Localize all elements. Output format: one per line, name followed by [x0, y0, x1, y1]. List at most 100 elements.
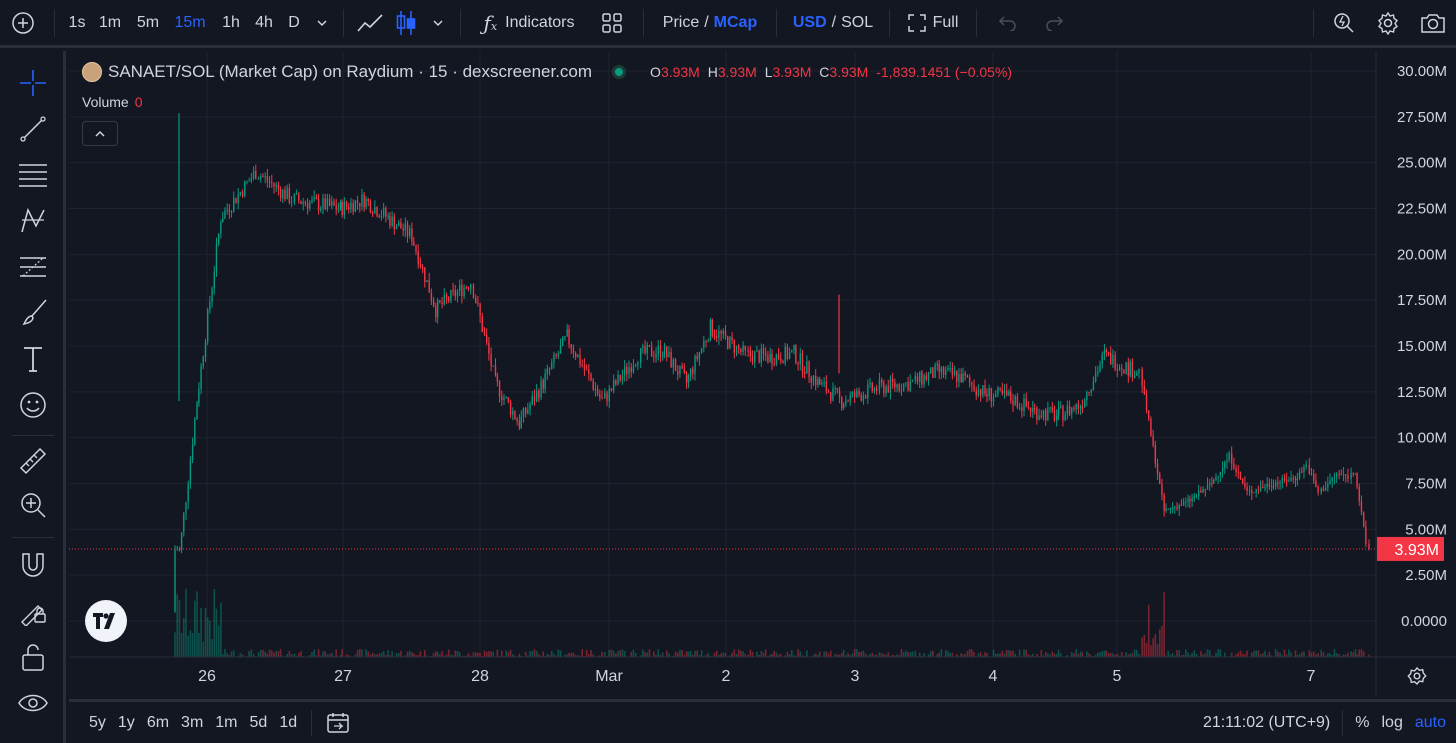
candle-body [202, 357, 204, 366]
candle-body [623, 366, 626, 376]
fullscreen-button[interactable]: Full [898, 0, 968, 47]
lock-drawing-icon[interactable] [0, 589, 66, 633]
symbol-title[interactable]: SANAET/SOL (Market Cap) on Raydium · 15 … [108, 62, 593, 81]
volume-bar [1161, 625, 1163, 657]
indicators-button[interactable]: ƒx Indicators [469, 0, 589, 47]
candle-body [1233, 463, 1235, 469]
candle-body [733, 340, 735, 353]
volume-bar [921, 655, 923, 657]
range-1d[interactable]: 1d [279, 713, 298, 731]
currency-toggle[interactable]: USD / SOL [785, 0, 881, 47]
interval-1m[interactable]: 1m [98, 13, 122, 31]
candle-body [217, 233, 220, 244]
auto-toggle[interactable]: auto [1414, 713, 1446, 731]
line-chart-icon[interactable] [352, 0, 388, 47]
volume-bar [335, 649, 337, 657]
gear-icon[interactable] [1366, 0, 1410, 47]
ruler-icon[interactable] [0, 439, 66, 483]
interval-5m[interactable]: 5m [136, 13, 160, 31]
candle-body [716, 336, 718, 338]
candle-body [439, 300, 441, 303]
layout-grid-icon[interactable] [589, 0, 635, 47]
candle-body [1064, 414, 1066, 421]
candle-body [421, 266, 424, 268]
price-axis[interactable]: 30.00M 27.50M 25.00M 22.50M 20.00M 17.50M 15.0… [1377, 63, 1447, 630]
candle-body [1101, 354, 1103, 365]
candle-body [264, 176, 266, 178]
candle-body [729, 336, 731, 349]
settings-icon[interactable] [1407, 666, 1427, 686]
volume-bar [1105, 650, 1108, 657]
candle-body [361, 194, 363, 207]
volume-bar [474, 652, 477, 657]
pattern-icon[interactable] [0, 199, 66, 243]
interval-15m[interactable]: 15m [174, 13, 206, 31]
range-3m[interactable]: 3m [181, 713, 204, 731]
volume-bar [400, 650, 402, 657]
volume-bar [1187, 652, 1189, 657]
undo-icon[interactable] [985, 0, 1031, 47]
price-chart[interactable]: 30.00M27.50M25.00M22.50M20.00M17.50M15.0… [69, 51, 1456, 696]
tradingview-logo[interactable] [85, 600, 127, 642]
price-mcap-toggle[interactable]: Price / MCap [652, 0, 768, 47]
interval-1s[interactable]: 1s [68, 13, 86, 31]
candle-body [1068, 405, 1071, 415]
unlock-icon[interactable] [0, 635, 66, 679]
range-5d[interactable]: 5d [249, 713, 268, 731]
brush-icon[interactable] [0, 291, 66, 335]
candle-body [568, 329, 570, 345]
prediction-icon[interactable] [0, 245, 66, 289]
candle-body [1038, 415, 1040, 420]
chevron-down-icon[interactable] [309, 0, 335, 47]
horizontal-lines-icon[interactable] [0, 153, 66, 197]
volume-bar [1075, 649, 1077, 657]
redo-icon[interactable] [1031, 0, 1077, 47]
divider [12, 537, 54, 538]
zoom-in-icon[interactable] [0, 483, 66, 527]
crosshair-icon[interactable] [0, 61, 66, 105]
clock-label[interactable]: 21:11:02 (UTC+9) [1202, 713, 1331, 731]
function-icon: ƒx [483, 10, 498, 35]
volume-bar [500, 650, 503, 657]
candle-body [724, 330, 727, 337]
candle-body [1131, 361, 1134, 378]
usd-label: USD [792, 13, 827, 31]
quick-search-icon[interactable] [1322, 0, 1366, 47]
candle-body [209, 302, 211, 311]
volume-bar [1171, 653, 1174, 657]
interval-4h[interactable]: 4h [255, 13, 273, 31]
percent-toggle[interactable]: % [1355, 713, 1370, 731]
magnet-icon[interactable] [0, 543, 66, 587]
volume-bar [838, 654, 841, 657]
close-value: 3.93M [829, 64, 869, 80]
collapse-legend-button[interactable] [82, 121, 118, 146]
add-symbol-icon[interactable] [0, 0, 46, 47]
candle-body [1053, 410, 1056, 421]
price-tick-label: 22.50M [1397, 201, 1447, 218]
calendar-icon[interactable] [320, 703, 356, 743]
range-1m[interactable]: 1m [215, 713, 238, 731]
eye-icon[interactable] [0, 681, 66, 725]
time-axis[interactable]: 26 27 28 Mar 2 3 4 5 7 [198, 668, 1315, 685]
volume-bar [572, 652, 575, 657]
range-6m[interactable]: 6m [146, 713, 170, 731]
chevron-down-icon[interactable] [424, 0, 452, 47]
volume-bar [1259, 654, 1262, 657]
log-toggle[interactable]: log [1381, 713, 1403, 731]
range-5y[interactable]: 5y [89, 713, 106, 731]
candle-body [507, 397, 510, 402]
volume-bar [1204, 653, 1207, 657]
emoji-icon[interactable] [0, 383, 66, 427]
candle-body [1335, 473, 1338, 477]
interval-1h[interactable]: 1h [222, 13, 240, 31]
range-1y[interactable]: 1y [117, 713, 135, 731]
candle-body [1032, 408, 1034, 413]
trend-line-icon[interactable] [0, 107, 66, 151]
text-icon[interactable] [0, 337, 66, 381]
candlestick-series [174, 113, 1370, 613]
candles-icon[interactable] [388, 0, 424, 47]
interval-d[interactable]: D [288, 13, 300, 31]
volume-bar [731, 652, 733, 657]
candle-body [722, 330, 724, 334]
camera-icon[interactable] [1410, 0, 1456, 47]
